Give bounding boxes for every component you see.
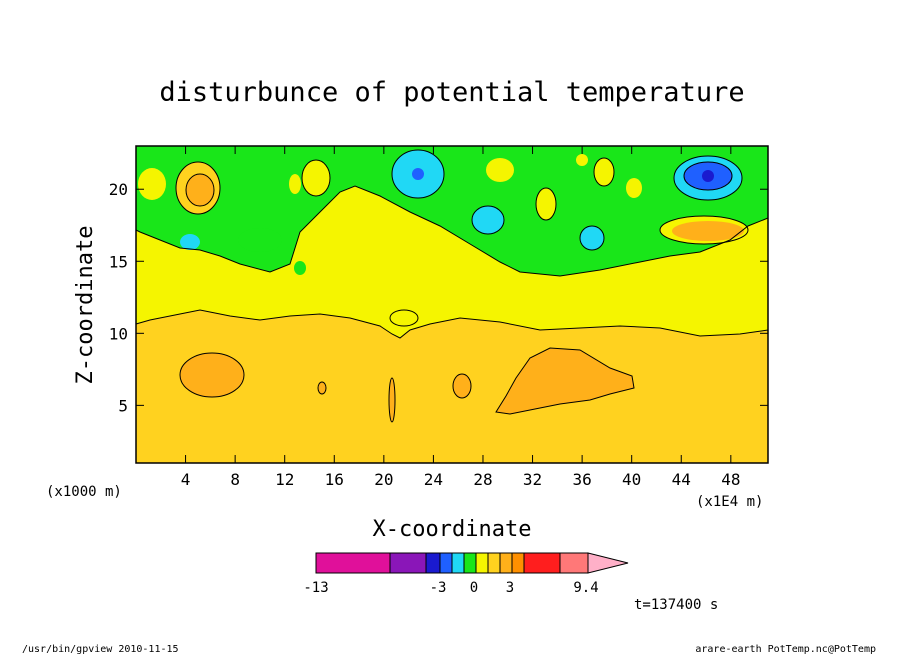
x-tick-label: 32 [523,470,542,489]
y-axis: 5 10 15 20 [109,180,768,415]
x-tick-label: 4 [181,470,191,489]
colorbar-cell [451,552,465,574]
footer-right: arare-earth_PotTemp.nc@PotTemp [695,644,876,654]
colorbar-cell [487,552,501,574]
warm-cell [138,168,166,200]
colorbar-tick-label: 9.4 [573,580,598,596]
time-label: t=137400 s [634,597,718,613]
warm-cell-lower [452,373,472,399]
y-axis-title: Z-coordinate [73,226,98,385]
warm-cell [626,178,642,198]
x-tick-label: 20 [374,470,393,489]
colorbar-cell [523,552,561,574]
colorbar-cell [439,552,453,574]
y-tick-label: 15 [109,252,128,271]
y-tick-label: 5 [118,396,128,415]
x-tick-label: 48 [721,470,740,489]
y-tick-label: 20 [109,180,128,199]
warm-cell [486,158,514,182]
colorbar-cell [389,552,427,574]
colorbar-tick-label: 0 [470,580,478,596]
colorbar-tick-label: -13 [303,580,328,596]
colorbar-arrow [587,552,629,574]
cold-cell [180,234,200,250]
contour-lines [135,149,769,339]
green-blob [294,261,306,275]
warm-cell [302,160,330,196]
warm-cell-lower [317,381,327,395]
green-blob [238,228,282,252]
x-tick-label: 12 [275,470,294,489]
warm-cell-lower [179,352,245,398]
colorbar-cell [475,552,489,574]
x-tick-label: 16 [325,470,344,489]
x-tick-label: 28 [473,470,492,489]
warm-cell [536,188,556,220]
colorbar-cell [511,552,525,574]
colorbar [315,552,629,574]
warm-cell-lower [495,347,635,415]
x-tick-label: 44 [672,470,691,489]
y-tick-label: 10 [109,324,128,343]
cold-cell [412,168,424,180]
x-axis-title: X-coordinate [373,517,532,542]
chart-title: disturbunce of potential temperature [159,77,744,108]
strong-cold-cell [702,170,714,182]
colorbar-cell [315,552,391,574]
cold-cell [580,226,604,250]
colorbar-tick-label: -3 [430,580,447,596]
warm-cell-lower [388,377,396,423]
colorbar-cell [559,552,589,574]
warm-cell [186,174,214,206]
cold-cell [472,206,504,234]
colorbar-cell [463,552,477,574]
colorbar-tick-label: 3 [506,580,514,596]
x-unit-left: (x1000 m) [46,484,122,500]
x-axis: 4 8 12 16 20 24 28 32 36 40 44 48 [181,146,740,489]
yellow-plume [389,309,419,327]
warm-cell [594,158,614,186]
x-tick-label: 24 [424,470,443,489]
footer-left: /usr/bin/gpview 2010-11-15 [22,644,179,654]
colorbar-cell [499,552,513,574]
warm-cell [576,154,588,166]
x-unit-right: (x1E4 m) [696,494,763,510]
warm-cell [289,174,301,194]
x-tick-label: 8 [230,470,240,489]
x-tick-label: 36 [572,470,591,489]
plot-frame [135,145,769,464]
x-tick-label: 40 [622,470,641,489]
colorbar-cell [425,552,441,574]
warm-cell [672,221,744,241]
colorbar-labels: -13 -3 0 3 9.4 [303,580,598,596]
